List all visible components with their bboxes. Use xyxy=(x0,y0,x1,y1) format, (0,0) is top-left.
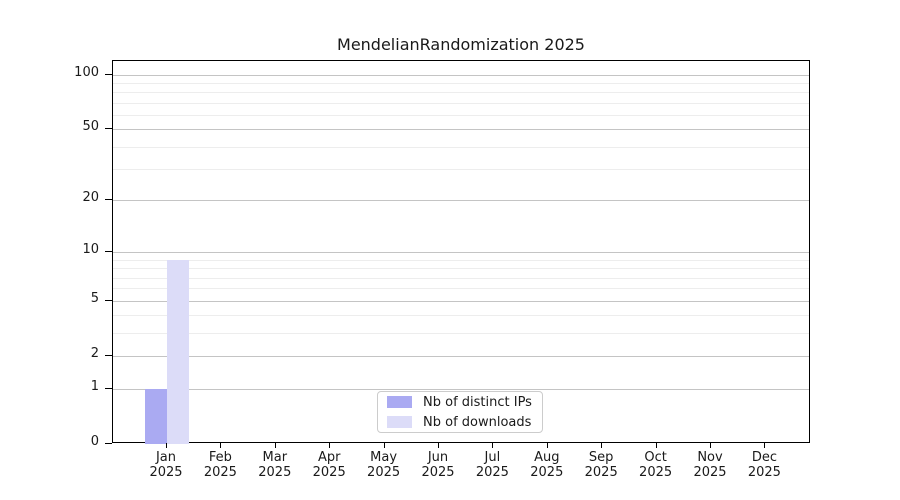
major-gridline xyxy=(113,200,809,202)
x-tick-mark xyxy=(492,443,494,448)
x-tick-label: Nov 2025 xyxy=(693,450,727,480)
x-tick-label: Jan 2025 xyxy=(149,450,183,480)
major-gridline xyxy=(113,74,809,76)
major-gridline xyxy=(113,252,809,254)
x-tick-label: Dec 2025 xyxy=(747,450,781,480)
y-tick-mark xyxy=(105,128,112,130)
x-tick-label: Jun 2025 xyxy=(421,450,455,480)
x-tick-mark xyxy=(710,443,711,448)
x-tick-label: Mar 2025 xyxy=(258,450,292,480)
minor-gridline xyxy=(113,268,809,270)
minor-gridline xyxy=(113,115,809,117)
y-tick-mark xyxy=(105,355,112,357)
major-gridline xyxy=(113,300,809,302)
y-tick-label: 100 xyxy=(74,64,99,80)
chart-title: MendelianRandomization 2025 xyxy=(337,35,585,54)
minor-gridline xyxy=(113,169,809,171)
x-tick-mark xyxy=(220,443,222,448)
x-tick-mark xyxy=(601,443,603,448)
minor-gridline xyxy=(113,277,809,279)
minor-gridline xyxy=(113,315,809,317)
x-tick-label: Aug 2025 xyxy=(530,450,564,480)
x-tick-label: May 2025 xyxy=(367,450,401,480)
bar-distinct-ips xyxy=(145,388,167,444)
plot-area xyxy=(112,60,810,444)
x-tick-label: Sep 2025 xyxy=(584,450,618,480)
y-tick-mark xyxy=(105,199,112,201)
x-tick-mark xyxy=(383,443,385,448)
x-tick-label: Apr 2025 xyxy=(312,450,346,480)
legend-label-distinct-ips: Nb of distinct IPs xyxy=(423,394,532,410)
bar-downloads xyxy=(167,259,189,444)
x-tick-label: Jul 2025 xyxy=(475,450,509,480)
y-tick-label: 1 xyxy=(90,378,99,394)
y-tick-mark xyxy=(105,73,112,75)
minor-gridline xyxy=(113,83,809,85)
x-tick-mark xyxy=(438,443,439,448)
major-gridline xyxy=(113,129,809,131)
legend-swatch-distinct-ips xyxy=(387,396,412,408)
y-tick-label: 20 xyxy=(82,190,99,206)
y-tick-mark xyxy=(105,387,112,389)
minor-gridline xyxy=(113,333,809,335)
minor-gridline xyxy=(113,92,809,94)
y-tick-label: 10 xyxy=(82,242,99,258)
y-tick-mark xyxy=(105,443,112,444)
x-tick-label: Feb 2025 xyxy=(203,450,237,480)
minor-gridline xyxy=(113,102,809,104)
x-tick-mark xyxy=(764,443,766,448)
y-tick-label: 2 xyxy=(90,346,99,362)
x-tick-mark xyxy=(274,443,276,448)
x-tick-mark xyxy=(546,443,548,448)
major-gridline xyxy=(113,356,809,358)
x-tick-label: Oct 2025 xyxy=(639,450,673,480)
x-tick-mark xyxy=(655,443,657,448)
minor-gridline xyxy=(113,288,809,290)
y-tick-label: 0 xyxy=(90,434,99,449)
legend-item-distinct-ips: Nb of distinct IPs xyxy=(387,395,542,410)
y-tick-mark xyxy=(105,299,112,301)
legend-item-downloads: Nb of downloads xyxy=(387,415,542,430)
minor-gridline xyxy=(113,259,809,261)
x-tick-mark xyxy=(329,443,331,448)
minor-gridline xyxy=(113,146,809,148)
legend-label-downloads: Nb of downloads xyxy=(423,414,532,430)
y-tick-label: 50 xyxy=(82,119,99,135)
x-tick-mark xyxy=(166,443,167,448)
legend-swatch-downloads xyxy=(387,416,412,428)
major-gridline xyxy=(113,388,809,390)
y-tick-mark xyxy=(105,251,112,253)
y-tick-label: 5 xyxy=(90,290,99,306)
legend: Nb of distinct IPs Nb of downloads xyxy=(377,391,543,433)
